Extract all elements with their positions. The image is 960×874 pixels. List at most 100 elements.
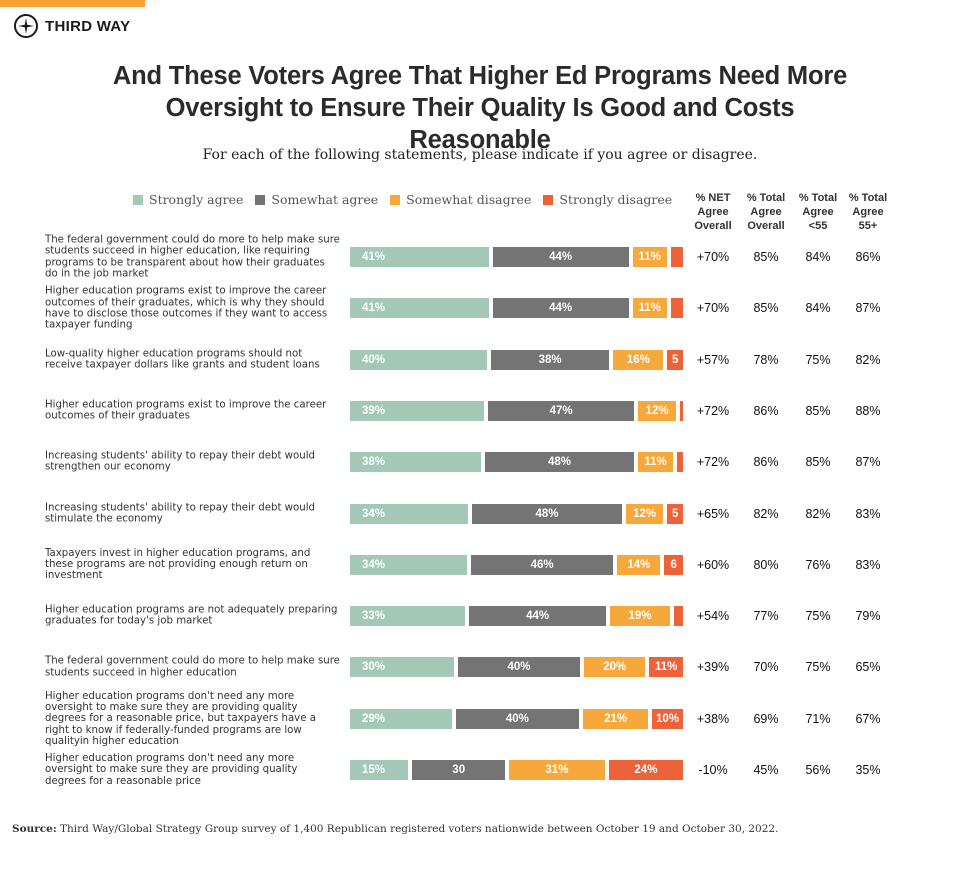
bar-segment-strongly-disagree: 5 (667, 503, 683, 524)
table-row: Higher education programs don't need any… (0, 690, 960, 746)
legend: Strongly agree Somewhat agree Somewhat dis… (133, 192, 672, 207)
stat-value: 80% (753, 557, 779, 572)
bar-segment-somewhat-agree: 44% (469, 606, 607, 627)
table-row: Higher education programs exist to impro… (0, 386, 960, 436)
stat-value: 84% (805, 301, 831, 316)
legend-label: Strongly disagree (559, 192, 673, 207)
statement-label: Higher education programs exist to impro… (45, 399, 327, 422)
statement-label: The federal government could do more to … (45, 234, 340, 280)
bar-segment-strongly-disagree (673, 606, 683, 627)
compass-icon (14, 14, 38, 38)
stat-value: +70% (696, 301, 730, 316)
bar-segment-somewhat-disagree: 31% (509, 760, 605, 780)
stat-value: 88% (855, 403, 881, 418)
stat-value: 76% (805, 557, 831, 572)
bar-segment-somewhat-disagree: 11% (632, 298, 667, 319)
table-row: Taxpayers invest in higher education pro… (0, 540, 960, 590)
bar-segment-somewhat-agree: 40% (455, 708, 580, 729)
bar-segment-somewhat-agree: 30 (412, 760, 506, 780)
bar-segment-strongly-disagree (670, 298, 683, 319)
table-row: The federal government could do more to … (0, 642, 960, 692)
stat-value: 79% (855, 609, 881, 624)
stat-value: +60% (696, 557, 730, 572)
stat-value: +38% (696, 711, 730, 726)
stat-value: 69% (753, 711, 779, 726)
statement-label: Higher education programs don't need any… (45, 690, 316, 747)
stat-value: 78% (753, 352, 779, 367)
stat-value: 85% (753, 301, 779, 316)
bar-segment-strongly-agree: 41% (350, 298, 489, 319)
stat-value: 67% (855, 711, 881, 726)
bar-segment-somewhat-disagree: 19% (610, 606, 670, 627)
stat-value: 87% (855, 301, 881, 316)
stacked-bar: 30% 40% 20% 11% (350, 657, 683, 678)
stat-value: 84% (805, 250, 831, 264)
bar-segment-somewhat-agree: 46% (471, 554, 614, 575)
source-text: Third Way/Global Strategy Group survey o… (56, 823, 779, 835)
stat-value: 85% (753, 250, 779, 264)
bar-segment-somewhat-disagree: 14% (617, 554, 661, 575)
bar-segment-strongly-agree: 41% (350, 247, 489, 267)
statement-label: The federal government could do more to … (45, 656, 340, 679)
bar-segment-somewhat-disagree: 12% (638, 400, 676, 421)
bar-segment-somewhat-agree: 38% (490, 349, 610, 370)
bar-segment-somewhat-agree: 48% (484, 452, 635, 473)
stat-value: 86% (855, 250, 881, 264)
stat-value: 71% (805, 711, 831, 726)
bar-segment-strongly-agree: 15% (350, 760, 409, 780)
chart-subtitle: For each of the following statements, pl… (202, 147, 758, 163)
stat-value: 86% (753, 403, 779, 418)
bar-segment-somewhat-disagree: 11% (632, 247, 667, 267)
stat-value: +65% (696, 506, 730, 521)
legend-swatch (255, 194, 266, 205)
stat-value: 85% (805, 455, 831, 470)
stacked-bar: 38% 48% 11% (350, 452, 683, 473)
bar-segment-strongly-disagree: 11% (649, 657, 683, 678)
bar-segment-strongly-disagree: 5 (667, 349, 683, 370)
stacked-bar: 39% 47% 12% (350, 400, 684, 421)
legend-item: Somewhat agree (255, 192, 378, 207)
bar-segment-strongly-disagree (679, 400, 684, 421)
stat-value: +72% (696, 403, 730, 418)
stat-value: 83% (855, 557, 881, 572)
bar-segment-strongly-agree: 34% (350, 554, 468, 575)
statement-label: Increasing students' ability to repay th… (45, 450, 315, 474)
stat-value: 75% (805, 660, 831, 675)
bar-segment-somewhat-agree: 40% (457, 657, 581, 678)
table-row: Increasing students' ability to repay th… (0, 489, 960, 539)
stat-value: 85% (805, 403, 831, 418)
bar-segment-strongly-agree: 40% (350, 349, 487, 370)
source-note: Source: Third Way/Global Strategy Group … (12, 823, 778, 835)
bar-segment-strongly-agree: 38% (350, 452, 481, 473)
stacked-bar: 41% 44% 11% (350, 247, 683, 267)
bar-segment-strongly-disagree (676, 452, 683, 473)
stacked-bar: 15% 30 31% 24% (350, 760, 683, 780)
legend-item: Strongly agree (133, 192, 243, 207)
stat-value: 35% (855, 763, 881, 777)
bar-segment-somewhat-disagree: 12% (625, 503, 664, 524)
bar-segment-strongly-agree: 30% (350, 657, 454, 678)
stacked-bar: 34% 46% 14% 6 (350, 554, 684, 575)
stat-value: 87% (855, 455, 881, 470)
statement-label: Low-quality higher education programs sh… (45, 348, 320, 371)
stacked-bar: 41% 44% 11% (350, 298, 683, 319)
column-header: % Total Agree Overall (746, 192, 786, 232)
stat-value: 82% (805, 506, 831, 521)
chart-title: And These Voters Agree That Higher Ed Pr… (112, 62, 848, 154)
stacked-bar: 33% 44% 19% (350, 606, 683, 627)
stat-value: 77% (753, 609, 779, 624)
stat-value: +72% (696, 455, 730, 470)
stacked-bar: 34% 48% 12% 5 (350, 503, 683, 524)
statement-label: Higher education programs are not adequa… (45, 604, 338, 628)
statement-label: Taxpayers invest in higher education pro… (45, 547, 311, 582)
stat-value: +54% (696, 609, 730, 624)
table-row: Low-quality higher education programs sh… (0, 335, 960, 385)
logo: THIRD WAY (13, 13, 131, 39)
bar-segment-somewhat-agree: 44% (492, 247, 629, 267)
bar-segment-strongly-disagree: 24% (608, 760, 683, 780)
bar-segment-somewhat-agree: 44% (492, 298, 629, 319)
stat-value: 83% (855, 506, 881, 521)
bar-segment-strongly-disagree: 6 (664, 554, 684, 575)
stat-value: -10% (698, 763, 728, 777)
column-header: % Total Agree <55 (798, 192, 838, 232)
